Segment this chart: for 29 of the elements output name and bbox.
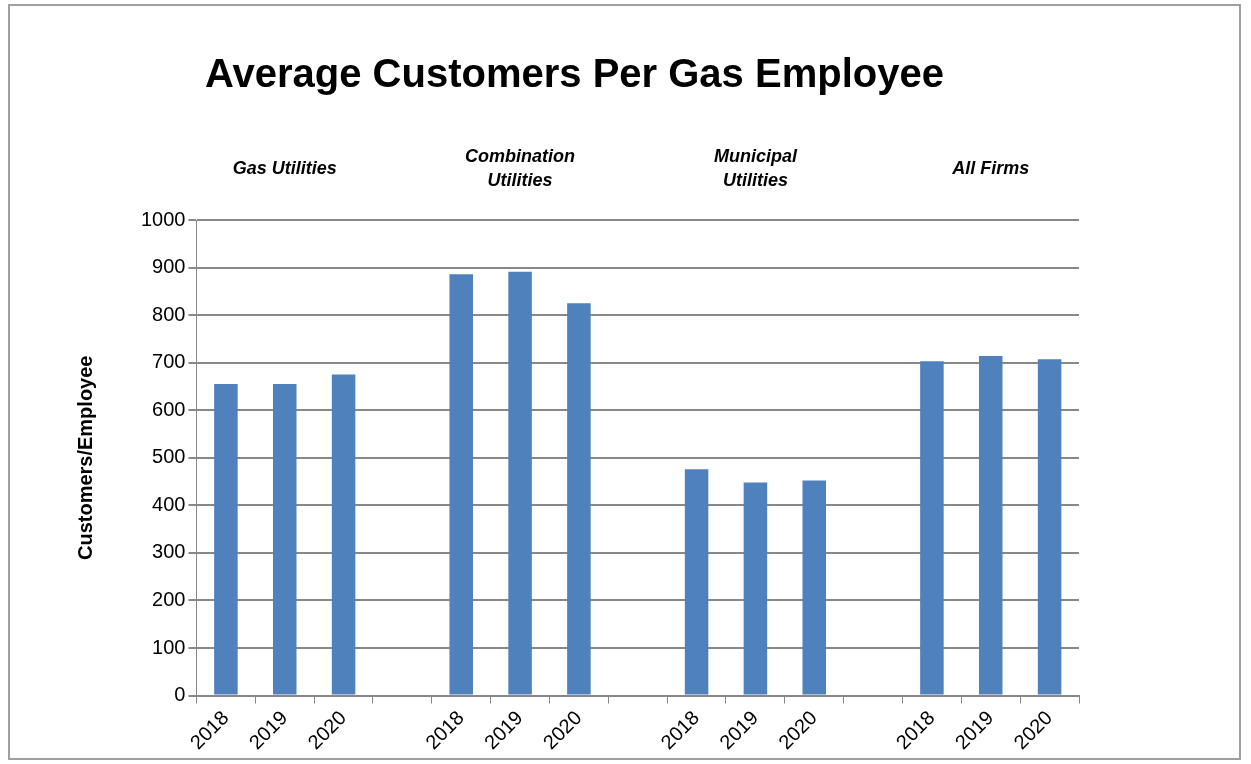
y-tick-label: 900 [152,255,186,278]
text: All Firms [951,158,1030,178]
bar [567,303,591,695]
bar [331,374,356,695]
bar [449,274,474,695]
y-tick-label: 800 [152,302,186,325]
y-tick-label: 100 [152,635,186,658]
y-tick-label: 700 [152,350,186,373]
bar [743,482,768,695]
text: Municipal Utilities [713,146,798,190]
chart-title: Average Customers Per Gas Employee [205,51,944,96]
bar [508,271,532,695]
bar [802,480,827,695]
text: Combination Utilities [465,146,576,190]
bar [272,384,297,695]
bar [1037,359,1062,695]
bar [684,469,709,695]
bar [978,356,1003,695]
bar [920,361,944,695]
y-tick-label: 500 [152,445,186,468]
y-tick-label: 0 [174,683,186,706]
y-tick-label: 600 [152,397,186,420]
y-axis-title: Customers/Employee [73,355,96,561]
y-tick-label: 300 [152,540,186,563]
text: Gas Utilities [232,158,337,178]
y-tick-label: 400 [152,492,186,515]
y-tick-label: 1000 [140,207,186,230]
y-tick-label: 200 [152,587,186,610]
bar [214,384,238,695]
